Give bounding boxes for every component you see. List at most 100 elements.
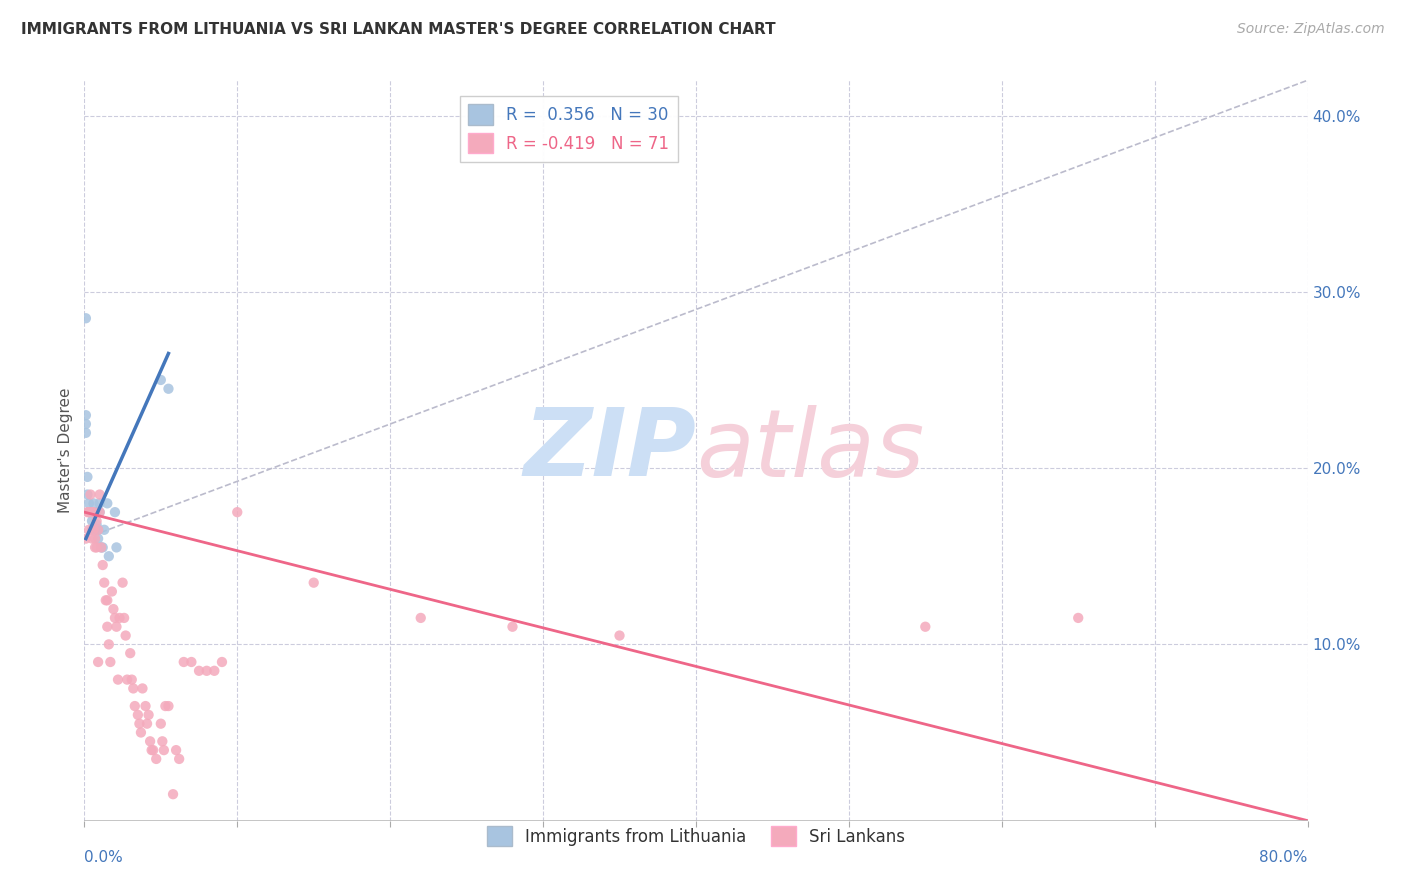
Point <box>83 496 105 510</box>
Point <box>115 673 138 687</box>
Text: 0.0%: 0.0% <box>84 850 124 865</box>
Point <box>84 523 107 537</box>
Point <box>94 593 117 607</box>
Point <box>96 593 118 607</box>
Point <box>83 505 105 519</box>
Point <box>129 725 152 739</box>
Point <box>80 505 103 519</box>
Point <box>83 505 105 519</box>
Point <box>101 584 124 599</box>
Point <box>89 505 111 519</box>
Point <box>84 505 107 519</box>
Point <box>120 646 142 660</box>
Point <box>211 655 233 669</box>
Point <box>111 575 134 590</box>
Point <box>202 664 225 678</box>
Point <box>149 373 172 387</box>
Text: Source: ZipAtlas.com: Source: ZipAtlas.com <box>1237 22 1385 37</box>
Point <box>124 699 146 714</box>
Point <box>98 655 121 669</box>
Point <box>79 505 101 519</box>
Point <box>502 620 524 634</box>
Point <box>77 505 100 519</box>
Point <box>97 549 120 564</box>
Point <box>153 743 176 757</box>
Point <box>104 505 127 519</box>
Point <box>226 505 249 519</box>
Point <box>302 575 325 590</box>
Point <box>127 707 149 722</box>
Point <box>145 752 167 766</box>
Point <box>77 496 100 510</box>
Point <box>90 541 112 555</box>
Point <box>86 541 108 555</box>
Text: IMMIGRANTS FROM LITHUANIA VS SRI LANKAN MASTER'S DEGREE CORRELATION CHART: IMMIGRANTS FROM LITHUANIA VS SRI LANKAN … <box>21 22 776 37</box>
Point <box>195 664 218 678</box>
Point <box>142 743 165 757</box>
Point <box>135 699 157 714</box>
Point <box>84 532 107 546</box>
Point <box>76 470 98 484</box>
Point <box>138 707 160 722</box>
Point <box>609 628 631 642</box>
Point <box>80 532 103 546</box>
Point <box>75 532 97 546</box>
Point <box>87 532 110 546</box>
Point <box>86 514 108 528</box>
Point <box>149 716 172 731</box>
Point <box>150 734 173 748</box>
Point <box>76 505 98 519</box>
Point <box>105 620 128 634</box>
Point <box>96 496 118 510</box>
Point <box>1067 611 1090 625</box>
Point <box>96 620 118 634</box>
Point <box>93 523 115 537</box>
Point <box>112 611 135 625</box>
Point <box>87 523 110 537</box>
Y-axis label: Master's Degree: Master's Degree <box>58 388 73 513</box>
Legend: Immigrants from Lithuania, Sri Lankans: Immigrants from Lithuania, Sri Lankans <box>479 820 912 853</box>
Point <box>89 496 111 510</box>
Point <box>75 425 97 440</box>
Point <box>93 575 115 590</box>
Point <box>77 523 100 537</box>
Point <box>131 681 153 696</box>
Point <box>103 602 125 616</box>
Point <box>122 681 145 696</box>
Point <box>86 517 108 532</box>
Point <box>87 655 110 669</box>
Point <box>167 752 190 766</box>
Point <box>91 541 114 555</box>
Point <box>107 673 129 687</box>
Point <box>136 716 159 731</box>
Point <box>83 523 105 537</box>
Point <box>128 716 150 731</box>
Point <box>80 523 103 537</box>
Point <box>409 611 432 625</box>
Point <box>104 611 127 625</box>
Point <box>90 541 112 555</box>
Point <box>162 787 184 801</box>
Point <box>84 541 107 555</box>
Point <box>139 734 162 748</box>
Point <box>165 743 187 757</box>
Point <box>105 541 128 555</box>
Text: ZIP: ZIP <box>523 404 696 497</box>
Point <box>76 487 98 501</box>
Point <box>75 417 97 431</box>
Point <box>97 637 120 651</box>
Point <box>89 487 111 501</box>
Point <box>91 558 114 572</box>
Point <box>114 628 136 642</box>
Point <box>75 311 97 326</box>
Text: 80.0%: 80.0% <box>1260 850 1308 865</box>
Point <box>173 655 195 669</box>
Point <box>77 505 100 519</box>
Point <box>141 743 163 757</box>
Point <box>188 664 211 678</box>
Point <box>75 408 97 422</box>
Text: atlas: atlas <box>696 405 924 496</box>
Point <box>108 611 131 625</box>
Point <box>157 699 180 714</box>
Point <box>155 699 177 714</box>
